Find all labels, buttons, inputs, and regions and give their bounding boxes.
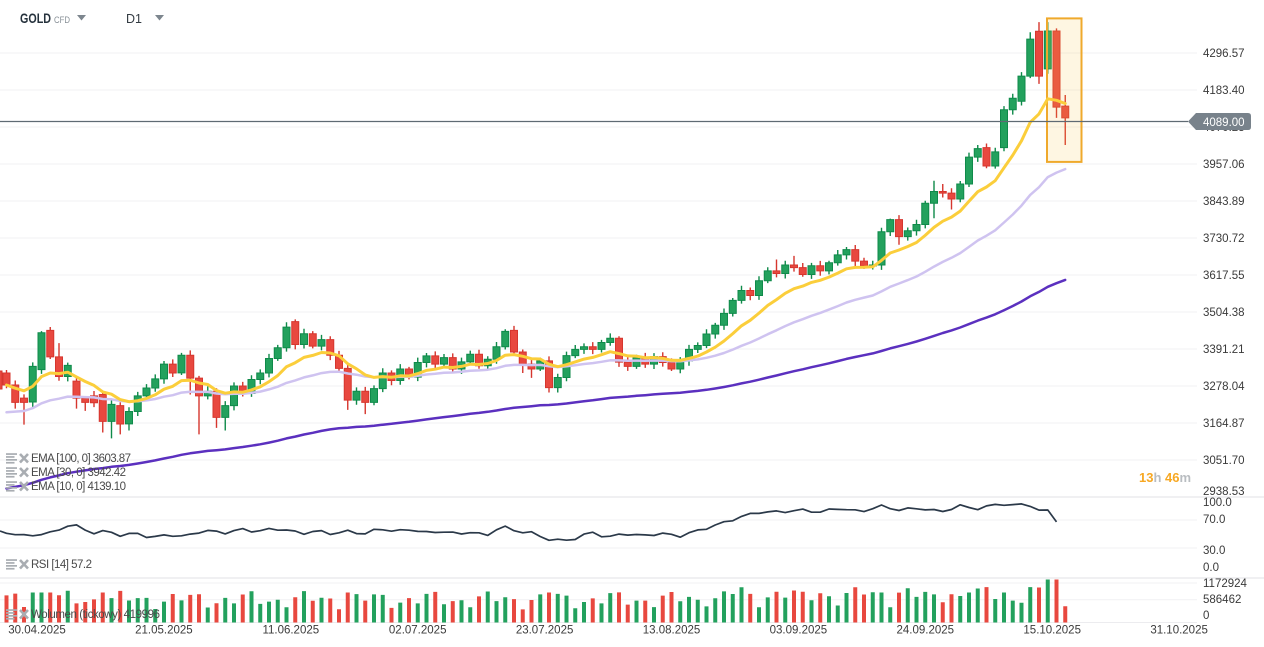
svg-text:4089.00: 4089.00	[1203, 117, 1245, 129]
svg-text:3164.87: 3164.87	[1203, 418, 1245, 430]
svg-text:13.08.2025: 13.08.2025	[643, 625, 701, 637]
svg-text:15.10.2025: 15.10.2025	[1023, 625, 1081, 637]
svg-text:1172924: 1172924	[1203, 578, 1248, 590]
svg-text:GOLD: GOLD	[20, 11, 51, 26]
svg-text:3051.70: 3051.70	[1203, 455, 1245, 467]
svg-text:02.07.2025: 02.07.2025	[389, 625, 447, 637]
svg-text:Wolumen (tickowy) 419996: Wolumen (tickowy) 419996	[31, 609, 160, 621]
svg-text:70.0: 70.0	[1203, 514, 1225, 526]
svg-text:03.09.2025: 03.09.2025	[770, 625, 828, 637]
svg-text:EMA [30, 0] 3942.42: EMA [30, 0] 3942.42	[31, 467, 126, 479]
svg-text:13h 46m: 13h 46m	[1139, 470, 1191, 485]
svg-text:3730.72: 3730.72	[1203, 233, 1245, 245]
svg-text:31.10.2025: 31.10.2025	[1150, 625, 1208, 637]
svg-text:0.0: 0.0	[1203, 562, 1219, 574]
svg-text:CFD: CFD	[54, 15, 70, 26]
svg-text:3278.04: 3278.04	[1203, 381, 1245, 393]
svg-text:0: 0	[1203, 610, 1209, 622]
svg-text:3957.06: 3957.06	[1203, 159, 1245, 171]
svg-text:24.09.2025: 24.09.2025	[897, 625, 955, 637]
svg-text:D1: D1	[126, 12, 142, 26]
svg-text:11.06.2025: 11.06.2025	[262, 625, 319, 637]
svg-text:4296.57: 4296.57	[1203, 48, 1245, 60]
svg-text:3504.38: 3504.38	[1203, 307, 1245, 319]
svg-text:EMA [100, 0] 3603.87: EMA [100, 0] 3603.87	[31, 453, 131, 465]
svg-text:21.05.2025: 21.05.2025	[135, 625, 193, 637]
svg-text:3391.21: 3391.21	[1203, 344, 1245, 356]
svg-text:2938.53: 2938.53	[1203, 486, 1245, 498]
svg-text:RSI [14] 57.2: RSI [14] 57.2	[31, 559, 92, 571]
svg-text:23.07.2025: 23.07.2025	[516, 625, 574, 637]
svg-text:586462: 586462	[1203, 594, 1241, 606]
svg-text:3617.55: 3617.55	[1203, 270, 1245, 282]
svg-text:EMA [10, 0] 4139.10: EMA [10, 0] 4139.10	[31, 481, 126, 493]
svg-text:3843.89: 3843.89	[1203, 196, 1245, 208]
svg-text:30.0: 30.0	[1203, 545, 1225, 557]
svg-text:4183.40: 4183.40	[1203, 85, 1245, 97]
svg-text:100.0: 100.0	[1203, 497, 1232, 509]
svg-text:30.04.2025: 30.04.2025	[8, 625, 66, 637]
